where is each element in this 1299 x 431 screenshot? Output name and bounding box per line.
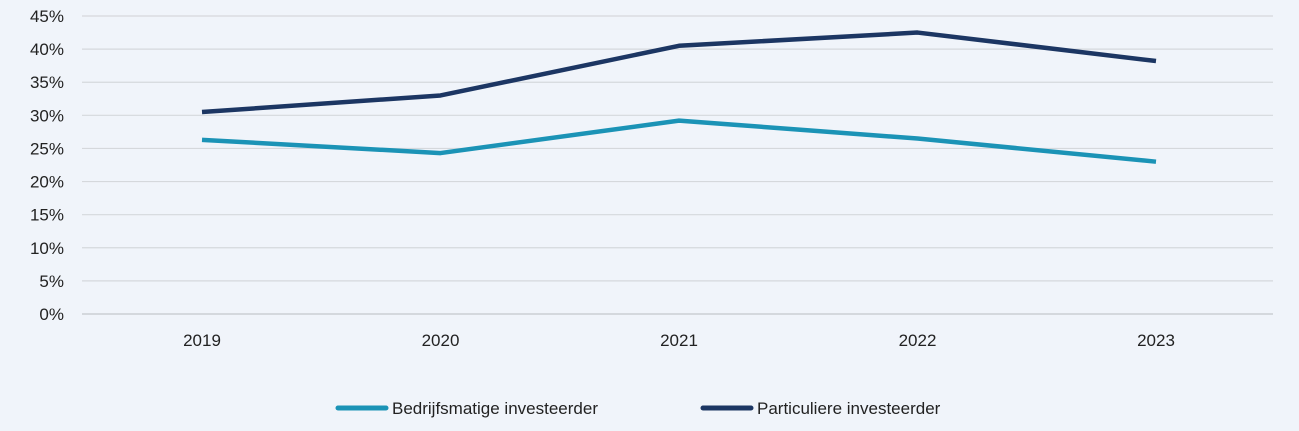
x-tick-label: 2019 bbox=[183, 331, 221, 350]
y-tick-label: 45% bbox=[30, 7, 64, 26]
legend-label: Bedrijfsmatige investeerder bbox=[392, 399, 598, 418]
y-tick-label: 25% bbox=[30, 139, 64, 158]
x-tick-label: 2021 bbox=[660, 331, 698, 350]
x-tick-label: 2022 bbox=[899, 331, 937, 350]
y-tick-label: 5% bbox=[39, 272, 64, 291]
y-tick-label: 40% bbox=[30, 40, 64, 59]
y-tick-label: 35% bbox=[30, 73, 64, 92]
series-line-2 bbox=[201, 30, 1157, 115]
y-axis-tick-labels: 0% 5% 10% 15% 20% 25% 30% 35% 40% 45% bbox=[30, 7, 64, 324]
y-tick-label: 20% bbox=[30, 173, 64, 192]
y-tick-label: 10% bbox=[30, 239, 64, 258]
series-line-1 bbox=[201, 118, 1157, 164]
y-tick-label: 30% bbox=[30, 106, 64, 125]
y-tick-label: 0% bbox=[39, 305, 64, 324]
gridlines bbox=[82, 15, 1273, 315]
x-tick-label: 2020 bbox=[422, 331, 460, 350]
legend-label: Particuliere investeerder bbox=[757, 399, 941, 418]
series-lines bbox=[201, 30, 1157, 164]
legend: Bedrijfsmatige investeerder Particuliere … bbox=[335, 399, 941, 418]
x-tick-label: 2023 bbox=[1137, 331, 1175, 350]
x-axis-tick-labels: 2019 2020 2021 2022 2023 bbox=[183, 331, 1175, 350]
y-tick-label: 15% bbox=[30, 206, 64, 225]
